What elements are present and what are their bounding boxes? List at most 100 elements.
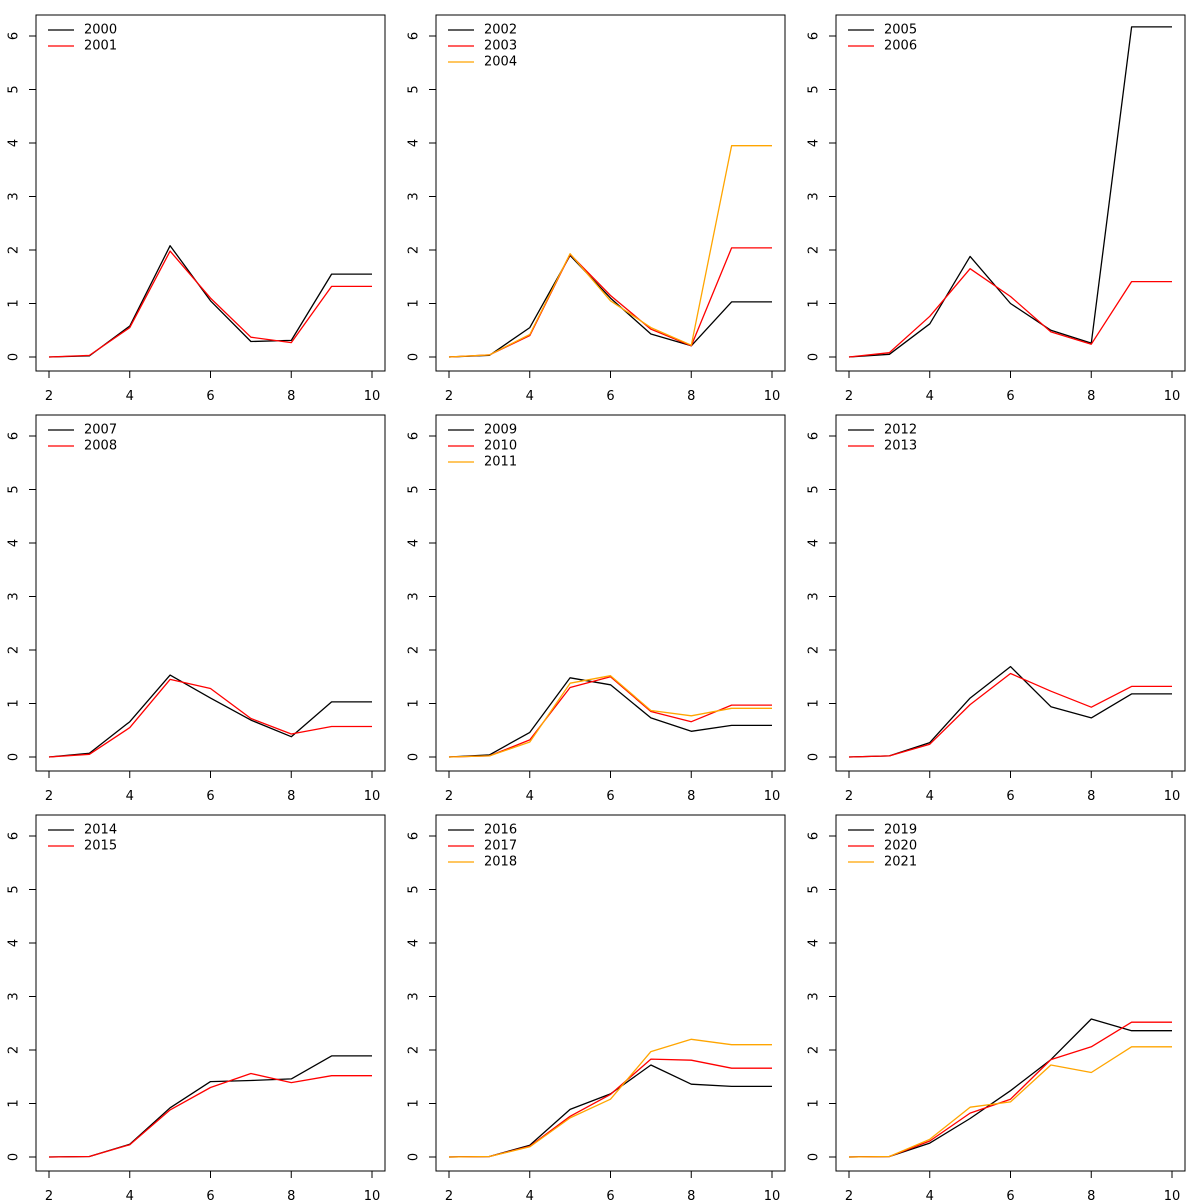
y-tick-label: 1	[807, 1099, 822, 1107]
x-tick-label: 6	[206, 1189, 214, 1200]
y-tick-label: 1	[7, 1099, 22, 1107]
y-tick-label: 1	[7, 299, 22, 307]
series-line-2007	[48, 674, 372, 758]
y-tick-label: 6	[407, 32, 422, 40]
legend-label: 2008	[84, 439, 117, 454]
legend-label: 2019	[884, 823, 917, 838]
x-tick-label: 8	[287, 1189, 295, 1200]
y-tick-label: 3	[407, 592, 422, 600]
y-tick-label: 3	[807, 992, 822, 1000]
x-tick-label: 4	[926, 1189, 934, 1200]
y-axis: 0 1 2 3 4 5 6	[7, 32, 36, 361]
x-tick-label: 6	[606, 789, 614, 804]
y-tick-label: 6	[7, 832, 22, 840]
x-axis: 2 4 6 8 10	[845, 771, 1180, 804]
y-tick-label: 4	[407, 939, 422, 947]
y-tick-label: 2	[7, 1046, 22, 1054]
y-tick-label: 2	[407, 1046, 422, 1054]
x-tick-label: 4	[126, 1189, 134, 1200]
plot-frame	[35, 14, 386, 372]
x-axis: 2 4 6 8 10	[45, 771, 380, 804]
y-tick-label: 0	[807, 753, 822, 761]
y-tick-label: 6	[807, 32, 822, 40]
x-tick-label: 2	[845, 1189, 853, 1200]
series-line-2014	[48, 1055, 372, 1158]
legend-label: 2014	[84, 823, 117, 838]
y-tick-label: 3	[807, 592, 822, 600]
x-tick-label: 6	[1006, 789, 1014, 804]
x-tick-label: 2	[445, 789, 453, 804]
series-line-2012	[848, 665, 1172, 758]
x-tick-label: 6	[1006, 389, 1014, 404]
legend-label: 2010	[484, 439, 517, 454]
y-tick-label: 2	[407, 246, 422, 254]
y-tick-label: 2	[407, 646, 422, 654]
y-axis: 0 1 2 3 4 5 6	[807, 832, 836, 1161]
series-line-2006	[848, 268, 1172, 358]
y-tick-label: 4	[7, 539, 22, 547]
x-tick-label: 2	[845, 389, 853, 404]
x-tick-label: 10	[1164, 389, 1181, 404]
x-tick-label: 4	[526, 389, 534, 404]
x-axis: 2 4 6 8 10	[45, 371, 380, 404]
y-tick-label: 1	[407, 299, 422, 307]
x-tick-label: 8	[1087, 789, 1095, 804]
series-line-2003	[448, 247, 772, 358]
x-tick-label: 6	[206, 789, 214, 804]
x-tick-label: 2	[445, 389, 453, 404]
x-tick-label: 10	[764, 789, 781, 804]
y-tick-label: 2	[807, 646, 822, 654]
plot-frame	[835, 14, 1186, 372]
y-axis: 0 1 2 3 4 5 6	[7, 832, 36, 1161]
legend-label: 2011	[484, 455, 517, 470]
y-tick-label: 5	[7, 85, 22, 93]
y-tick-label: 2	[7, 246, 22, 254]
plot-frame	[835, 414, 1186, 772]
x-tick-label: 4	[526, 1189, 534, 1200]
series-line-2013	[848, 672, 1172, 758]
y-tick-label: 3	[407, 992, 422, 1000]
x-axis: 2 4 6 8 10	[445, 771, 780, 804]
x-tick-label: 10	[1164, 1189, 1181, 1200]
y-tick-label: 5	[407, 485, 422, 493]
plot-frame	[35, 814, 386, 1172]
x-tick-label: 6	[606, 389, 614, 404]
y-tick-label: 0	[7, 353, 22, 361]
y-tick-label: 2	[807, 246, 822, 254]
x-tick-label: 2	[45, 389, 53, 404]
y-tick-label: 6	[407, 832, 422, 840]
series-line-2001	[48, 250, 372, 358]
x-axis: 2 4 6 8 10	[845, 1171, 1180, 1200]
x-tick-label: 2	[845, 789, 853, 804]
y-tick-label: 0	[807, 1153, 822, 1161]
y-tick-label: 0	[407, 753, 422, 761]
x-tick-label: 4	[126, 789, 134, 804]
x-tick-label: 10	[764, 389, 781, 404]
legend-label: 2006	[884, 39, 917, 54]
legend-label: 2007	[84, 423, 117, 438]
y-tick-label: 2	[807, 1046, 822, 1054]
x-tick-label: 10	[364, 389, 381, 404]
legend-label: 2016	[484, 823, 517, 838]
y-axis: 0 1 2 3 4 5 6	[807, 432, 836, 761]
legend-label: 2000	[84, 23, 117, 38]
series-line-2021	[848, 1046, 1172, 1158]
y-tick-label: 5	[407, 85, 422, 93]
legend-label: 2021	[884, 855, 917, 870]
x-tick-label: 8	[687, 789, 695, 804]
legend-label: 2012	[884, 423, 917, 438]
y-tick-label: 6	[807, 432, 822, 440]
x-tick-label: 10	[1164, 789, 1181, 804]
y-tick-label: 3	[7, 192, 22, 200]
series-line-2011	[448, 675, 772, 758]
